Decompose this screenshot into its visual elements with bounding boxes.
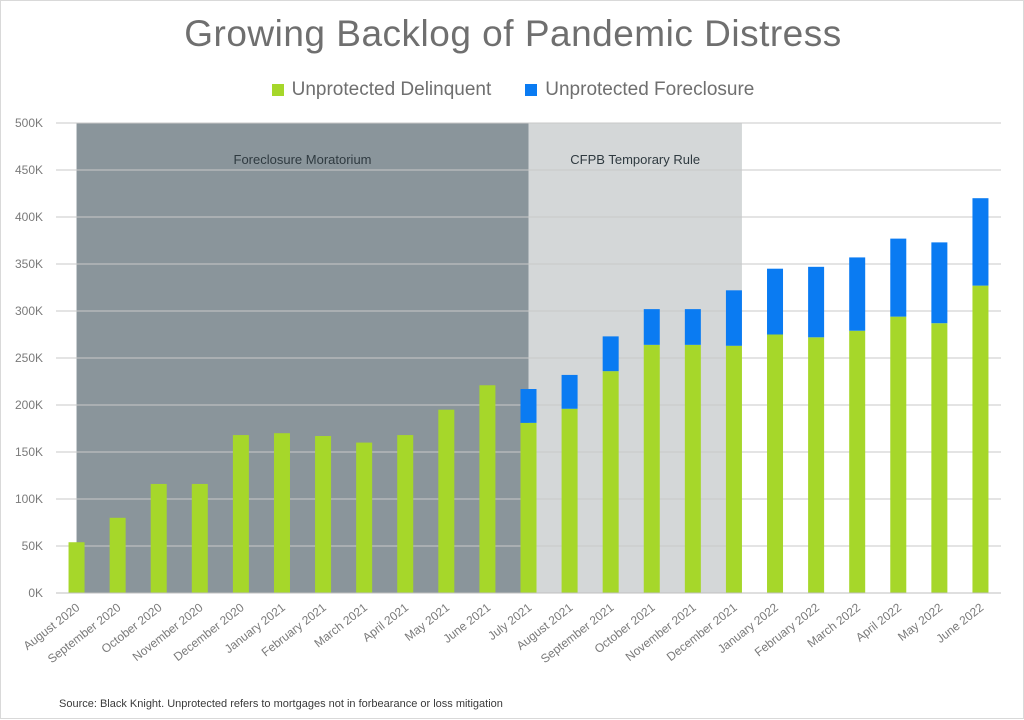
legend-item-foreclosure: Unprotected Foreclosure [525,79,754,101]
legend-label-foreclosure: Unprotected Foreclosure [545,79,755,100]
bar-delinquent [232,435,249,593]
bar-foreclosure [643,309,660,345]
bar-delinquent [397,435,414,593]
bar-foreclosure [931,242,948,324]
x-tick-label: April 2022 [853,600,904,645]
bar-foreclosure [684,309,701,345]
bar-delinquent [808,337,825,593]
bar-foreclosure [725,290,742,346]
bar-delinquent [931,323,948,593]
legend-item-delinquent: Unprotected Delinquent [271,79,492,101]
x-tick-label: December 2020 [171,600,247,664]
bar-foreclosure [602,336,619,372]
y-tick-label: 0K [28,586,43,600]
legend-swatch-foreclosure [525,84,538,96]
bar-delinquent [273,433,290,593]
bar-foreclosure [849,257,866,331]
y-tick-label: 50K [22,539,43,553]
legend: Unprotected Delinquent Unprotected Forec… [1,79,1024,101]
y-tick-label: 100K [15,492,43,506]
bar-delinquent [849,330,866,593]
y-tick-label: 300K [15,304,43,318]
bar-delinquent [890,316,907,593]
bar-delinquent [150,483,167,593]
y-tick-label: 500K [15,116,43,130]
bar-delinquent [643,344,660,593]
bar-delinquent [68,542,85,593]
y-tick-label: 150K [15,445,43,459]
annotation-label-0: Foreclosure Moratorium [234,152,372,167]
source-note: Source: Black Knight. Unprotected refers… [59,698,503,710]
x-tick-label: September 2021 [538,600,617,666]
x-tick-label: November 2020 [130,600,206,664]
legend-swatch-delinquent [271,84,284,96]
y-tick-label: 450K [15,163,43,177]
x-tick-label: December 2021 [664,600,740,664]
bar-delinquent [684,344,701,593]
y-tick-label: 400K [15,210,43,224]
bar-delinquent [438,409,455,593]
x-tick-label: September 2020 [45,600,124,666]
bar-delinquent [315,436,332,593]
bar-delinquent [479,385,496,593]
bar-delinquent [767,334,784,593]
y-tick-label: 200K [15,398,43,412]
legend-label-delinquent: Unprotected Delinquent [291,79,492,100]
bar-delinquent [561,408,578,593]
y-tick-label: 350K [15,257,43,271]
bar-delinquent [356,442,373,593]
bar-delinquent [602,371,619,593]
bar-delinquent [109,517,126,593]
bar-foreclosure [561,374,578,409]
chart-title: Growing Backlog of Pandemic Distress [184,13,842,54]
bar-delinquent [725,345,742,593]
bar-foreclosure [972,198,989,286]
bar-delinquent [191,483,208,593]
bar-delinquent [520,422,537,593]
bar-foreclosure [808,266,825,338]
bar-foreclosure [890,238,907,317]
bar-foreclosure [767,268,784,335]
bar-delinquent [972,285,989,593]
bar-foreclosure [520,389,537,423]
y-tick-label: 250K [15,351,43,365]
annotation-label-1: CFPB Temporary Rule [570,152,700,167]
x-tick-label: November 2021 [623,600,699,664]
x-tick-label: April 2021 [360,600,411,645]
